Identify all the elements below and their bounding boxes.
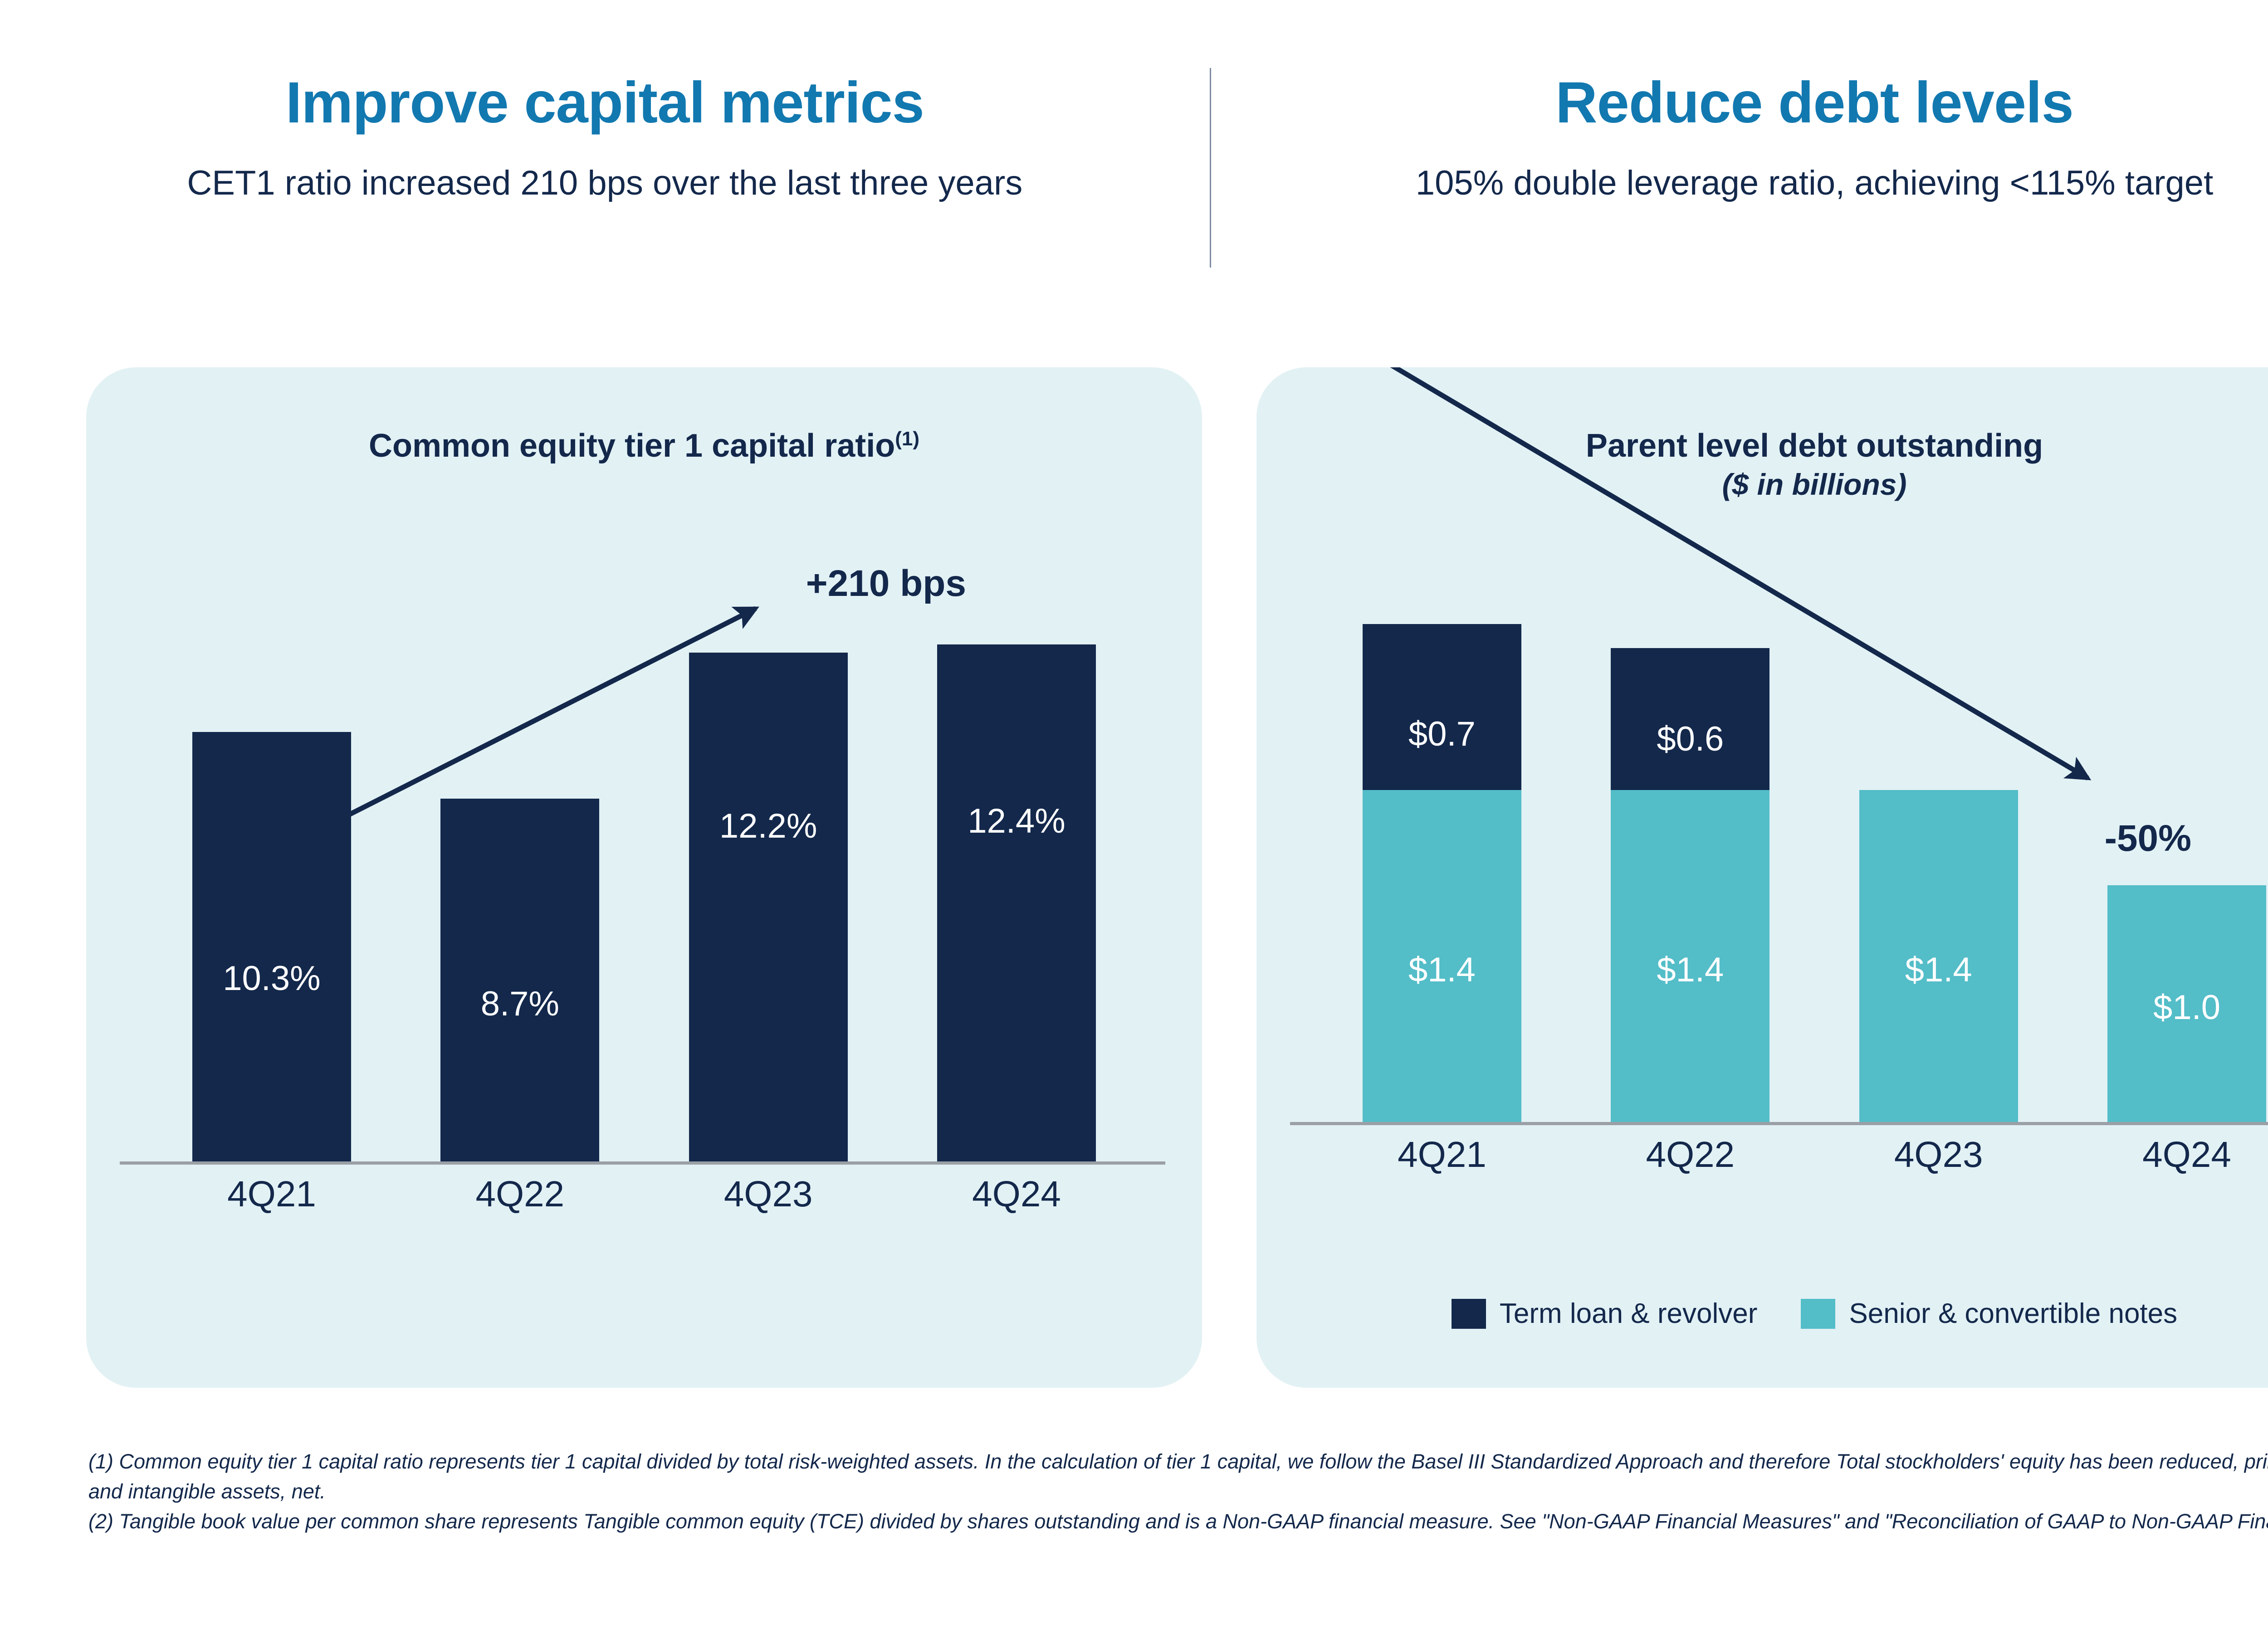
bar-value-label: $0.7 xyxy=(1408,714,1476,753)
bar-value-label: $1.4 xyxy=(1408,950,1476,989)
bar-4Q22[interactable]: $1.4 $0.6 xyxy=(1611,648,1770,1122)
plot-debt: $1.4 $0.7 4Q21 $1.4 $0.6 4Q22 $1.4 4Q23 $1.0 4Q24… xyxy=(1256,367,2268,1388)
chart-callout: +210 bps xyxy=(806,562,966,604)
bar-4Q21[interactable]: 10.3% xyxy=(192,732,352,1161)
chart-title-cet1: Common equity tier 1 capital ratio(1) xyxy=(86,367,1202,466)
bar-segment-senior-convertible-notes[interactable] xyxy=(2107,885,2267,1122)
cards-row: Common equity tier 1 capital ratio(1) 10… xyxy=(0,367,2268,1388)
chart-callout: -50% xyxy=(2104,818,2192,859)
legend-item-term-loan[interactable]: Term loan & revolver xyxy=(1451,1297,1758,1330)
legend-item-senior-notes[interactable]: Senior & convertible notes xyxy=(1801,1297,2177,1330)
bar-fill[interactable] xyxy=(192,732,352,1161)
footnotes: (1) Common equity tier 1 capital ratio r… xyxy=(88,1447,2268,1536)
header-col-capital: Improve capital metrics CET1 ratio incre… xyxy=(0,63,1210,299)
bar-value-label: $1.4 xyxy=(1905,950,1972,989)
x-axis-tick-4Q23: 4Q23 xyxy=(1894,1134,1983,1175)
card-debt: Parent level debt outstanding ($ in bill… xyxy=(1256,367,2268,1388)
bar-value-label: $0.6 xyxy=(1657,720,1724,759)
x-axis-tick-4Q24: 4Q24 xyxy=(2142,1134,2231,1175)
bar-fill[interactable] xyxy=(689,653,848,1161)
chart-title-cet1-text: Common equity tier 1 capital ratio xyxy=(368,428,895,464)
bar-4Q23[interactable]: 12.2% xyxy=(689,653,848,1161)
bar-4Q21[interactable]: $1.4 $0.7 xyxy=(1362,624,1522,1122)
chart-axis-line xyxy=(1290,1122,2268,1126)
header-row: Improve capital metrics CET1 ratio incre… xyxy=(0,63,2268,299)
bar-segment-term-loan-revolver[interactable] xyxy=(1362,624,1522,790)
bar-4Q24[interactable]: $1.0 xyxy=(2107,885,2267,1122)
x-axis-tick-4Q21: 4Q21 xyxy=(1398,1134,1486,1175)
legend-label-senior-notes: Senior & convertible notes xyxy=(1849,1298,2178,1329)
bar-segment-senior-convertible-notes[interactable] xyxy=(1611,790,1770,1122)
legend-swatch-senior-notes xyxy=(1801,1298,1836,1329)
footnote-2: (2) Tangible book value per common share… xyxy=(88,1510,2268,1533)
panel-subheading-1: CET1 ratio increased 210 bps over the la… xyxy=(187,164,1023,203)
x-axis-tick-4Q22: 4Q22 xyxy=(1646,1134,1735,1175)
footnote-1-line-1: (1) Common equity tier 1 capital ratio r… xyxy=(88,1450,2268,1473)
legend-debt: Term loan & revolver Senior & convertibl… xyxy=(1256,1297,2268,1330)
card-cet1: Common equity tier 1 capital ratio(1) 10… xyxy=(86,367,1202,1388)
bar-value-label: $1.4 xyxy=(1657,950,1724,989)
bar-value-label: 8.7% xyxy=(480,984,559,1023)
header-col-debt: Reduce debt levels 105% double leverage … xyxy=(1209,63,2268,299)
footnote-1-line-2: and intangible assets, net. xyxy=(88,1480,326,1503)
plot-cet1: 10.3% 4Q21 8.7% 4Q22 12.2% 4Q23 12.4% 4Q24 +210 … xyxy=(86,517,1202,1388)
bar-4Q24[interactable]: 12.4% xyxy=(937,644,1096,1161)
x-axis-tick-4Q23: 4Q23 xyxy=(723,1173,813,1214)
chart-axis-line xyxy=(120,1161,1165,1165)
bar-4Q23[interactable]: $1.4 xyxy=(1859,790,2018,1122)
panel-heading-2: Reduce debt levels xyxy=(1555,70,2074,135)
x-axis-tick-4Q22: 4Q22 xyxy=(475,1173,565,1214)
chart-title-debt: Parent level debt outstanding ($ in bill… xyxy=(1256,367,2268,502)
panel-heading-1: Improve capital metrics xyxy=(285,70,924,135)
bar-value-label: 10.3% xyxy=(223,959,321,998)
chart-title-debt-text: Parent level debt outstanding xyxy=(1585,428,2043,464)
bar-value-label: 12.2% xyxy=(719,807,817,846)
legend-label-term-loan: Term loan & revolver xyxy=(1499,1298,1758,1329)
bar-segment-senior-convertible-notes[interactable] xyxy=(1859,790,2018,1122)
bar-fill[interactable] xyxy=(937,644,1096,1161)
chart-subtitle-debt: ($ in billions) xyxy=(1722,467,1907,501)
x-axis-tick-4Q24: 4Q24 xyxy=(972,1173,1061,1214)
bar-4Q22[interactable]: 8.7% xyxy=(440,798,600,1161)
chart-title-cet1-superscript: (1) xyxy=(895,428,919,450)
bar-segment-senior-convertible-notes[interactable] xyxy=(1362,790,1522,1122)
bar-value-label: 12.4% xyxy=(968,801,1066,840)
bar-fill[interactable] xyxy=(440,798,600,1161)
x-axis-tick-4Q21: 4Q21 xyxy=(227,1173,316,1214)
bar-value-label: $1.0 xyxy=(2153,988,2220,1027)
legend-swatch-term-loan xyxy=(1451,1298,1486,1329)
panel-subheading-2: 105% double leverage ratio, achieving <1… xyxy=(1415,164,2214,203)
